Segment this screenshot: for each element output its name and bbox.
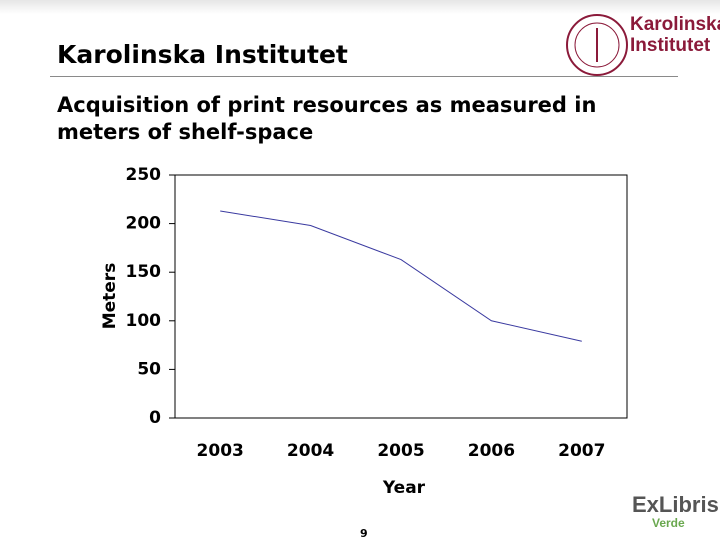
title-rule [50,76,678,77]
x-tick-label: 2003 [197,441,244,461]
slide-title: Karolinska Institutet [57,40,348,69]
y-tick-label: 150 [126,262,162,282]
top-band [0,0,720,14]
y-axis-label: Meters [100,263,120,330]
plot-frame [174,174,628,419]
logo-line: Karolinska [630,14,720,35]
chart-title: Acquisition of print resources as measur… [57,93,597,144]
ki-logo-text: Karolinska Institutet [630,14,720,56]
y-tick-label: 100 [126,311,162,331]
x-tick-label: 2007 [558,441,605,461]
x-tick-label: 2006 [468,441,515,461]
data-line [220,210,582,342]
logo-line: Institutet [630,35,711,56]
x-axis-label: Year [382,478,426,498]
y-tick-label: 50 [137,359,161,379]
y-tick-label: 0 [149,408,161,428]
y-tick-label: 200 [126,214,162,234]
x-tick-label: 2005 [377,441,424,461]
exlibris-sub: Verde [652,516,685,530]
y-tick-label: 250 [126,165,162,185]
exlibris-logo: ExLibris [632,492,719,517]
x-tick-label: 2004 [287,441,334,461]
ki-logo [566,14,628,76]
page-number: 9 [360,527,368,540]
